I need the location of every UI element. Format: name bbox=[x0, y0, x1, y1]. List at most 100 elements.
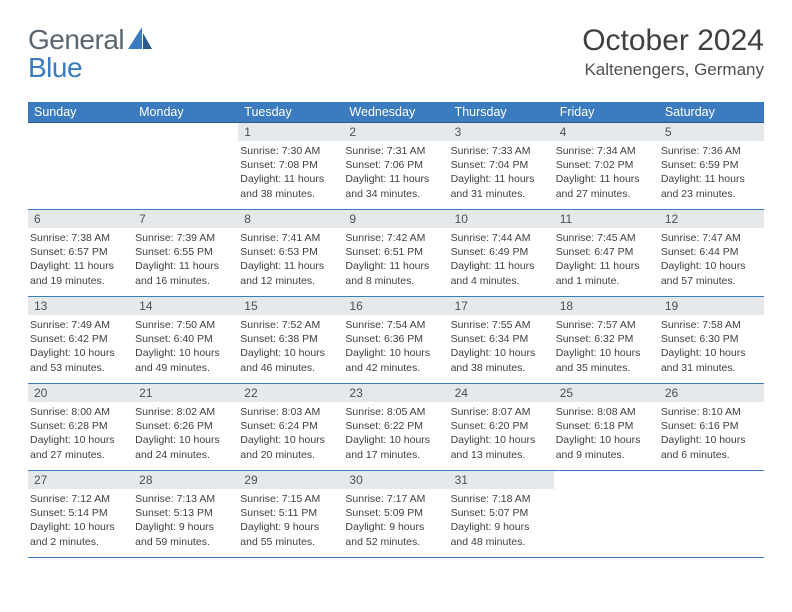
day-number: 15 bbox=[238, 297, 343, 315]
calendar-week-row: 6Sunrise: 7:38 AMSunset: 6:57 PMDaylight… bbox=[28, 210, 764, 297]
day-details: Sunrise: 8:08 AMSunset: 6:18 PMDaylight:… bbox=[554, 402, 659, 465]
calendar-day-cell: .. bbox=[133, 123, 238, 210]
calendar-day-cell: 23Sunrise: 8:05 AMSunset: 6:22 PMDayligh… bbox=[343, 384, 448, 471]
day-details: Sunrise: 7:50 AMSunset: 6:40 PMDaylight:… bbox=[133, 315, 238, 378]
day-details: Sunrise: 8:05 AMSunset: 6:22 PMDaylight:… bbox=[343, 402, 448, 465]
day-number: 28 bbox=[133, 471, 238, 489]
day-details: Sunrise: 7:44 AMSunset: 6:49 PMDaylight:… bbox=[449, 228, 554, 291]
day-details: Sunrise: 7:39 AMSunset: 6:55 PMDaylight:… bbox=[133, 228, 238, 291]
calendar-day-cell: 18Sunrise: 7:57 AMSunset: 6:32 PMDayligh… bbox=[554, 297, 659, 384]
day-number: 16 bbox=[343, 297, 448, 315]
day-details: Sunrise: 8:03 AMSunset: 6:24 PMDaylight:… bbox=[238, 402, 343, 465]
calendar-day-cell: 16Sunrise: 7:54 AMSunset: 6:36 PMDayligh… bbox=[343, 297, 448, 384]
day-details: Sunrise: 7:30 AMSunset: 7:08 PMDaylight:… bbox=[238, 141, 343, 204]
day-number: 31 bbox=[449, 471, 554, 489]
day-number: 5 bbox=[659, 123, 764, 141]
calendar-day-cell: 30Sunrise: 7:17 AMSunset: 5:09 PMDayligh… bbox=[343, 471, 448, 558]
calendar-week-row: 20Sunrise: 8:00 AMSunset: 6:28 PMDayligh… bbox=[28, 384, 764, 471]
calendar-day-cell: 7Sunrise: 7:39 AMSunset: 6:55 PMDaylight… bbox=[133, 210, 238, 297]
calendar-day-cell: 6Sunrise: 7:38 AMSunset: 6:57 PMDaylight… bbox=[28, 210, 133, 297]
calendar-day-cell: 17Sunrise: 7:55 AMSunset: 6:34 PMDayligh… bbox=[449, 297, 554, 384]
day-number: 8 bbox=[238, 210, 343, 228]
dayhead-thursday: Thursday bbox=[449, 102, 554, 123]
day-details: Sunrise: 8:10 AMSunset: 6:16 PMDaylight:… bbox=[659, 402, 764, 465]
calendar-day-cell: 19Sunrise: 7:58 AMSunset: 6:30 PMDayligh… bbox=[659, 297, 764, 384]
day-number: 6 bbox=[28, 210, 133, 228]
day-number: 30 bbox=[343, 471, 448, 489]
day-number: 11 bbox=[554, 210, 659, 228]
day-number: 19 bbox=[659, 297, 764, 315]
location-text: Kaltenengers, Germany bbox=[582, 60, 764, 80]
calendar-day-cell: 29Sunrise: 7:15 AMSunset: 5:11 PMDayligh… bbox=[238, 471, 343, 558]
day-details: Sunrise: 7:55 AMSunset: 6:34 PMDaylight:… bbox=[449, 315, 554, 378]
day-details: Sunrise: 7:45 AMSunset: 6:47 PMDaylight:… bbox=[554, 228, 659, 291]
day-number: 26 bbox=[659, 384, 764, 402]
brand-sail-icon bbox=[128, 24, 154, 56]
title-block: October 2024 Kaltenengers, Germany bbox=[582, 24, 764, 80]
day-number: 14 bbox=[133, 297, 238, 315]
day-details: Sunrise: 7:13 AMSunset: 5:13 PMDaylight:… bbox=[133, 489, 238, 552]
dayhead-monday: Monday bbox=[133, 102, 238, 123]
day-details: Sunrise: 7:52 AMSunset: 6:38 PMDaylight:… bbox=[238, 315, 343, 378]
calendar-week-row: ....1Sunrise: 7:30 AMSunset: 7:08 PMDayl… bbox=[28, 123, 764, 210]
calendar-week-row: 13Sunrise: 7:49 AMSunset: 6:42 PMDayligh… bbox=[28, 297, 764, 384]
calendar-week-row: 27Sunrise: 7:12 AMSunset: 5:14 PMDayligh… bbox=[28, 471, 764, 558]
day-number: 4 bbox=[554, 123, 659, 141]
dayhead-friday: Friday bbox=[554, 102, 659, 123]
calendar-day-cell: .. bbox=[28, 123, 133, 210]
dayhead-saturday: Saturday bbox=[659, 102, 764, 123]
day-number: 25 bbox=[554, 384, 659, 402]
day-details: Sunrise: 7:31 AMSunset: 7:06 PMDaylight:… bbox=[343, 141, 448, 204]
dayhead-wednesday: Wednesday bbox=[343, 102, 448, 123]
calendar-day-cell: 1Sunrise: 7:30 AMSunset: 7:08 PMDaylight… bbox=[238, 123, 343, 210]
day-details: Sunrise: 7:42 AMSunset: 6:51 PMDaylight:… bbox=[343, 228, 448, 291]
calendar-day-cell: 12Sunrise: 7:47 AMSunset: 6:44 PMDayligh… bbox=[659, 210, 764, 297]
calendar-day-cell: 13Sunrise: 7:49 AMSunset: 6:42 PMDayligh… bbox=[28, 297, 133, 384]
day-details: Sunrise: 7:49 AMSunset: 6:42 PMDaylight:… bbox=[28, 315, 133, 378]
calendar-day-cell: 20Sunrise: 8:00 AMSunset: 6:28 PMDayligh… bbox=[28, 384, 133, 471]
day-details: Sunrise: 7:54 AMSunset: 6:36 PMDaylight:… bbox=[343, 315, 448, 378]
day-number: 29 bbox=[238, 471, 343, 489]
calendar-day-cell: 31Sunrise: 7:18 AMSunset: 5:07 PMDayligh… bbox=[449, 471, 554, 558]
calendar-day-cell: 26Sunrise: 8:10 AMSunset: 6:16 PMDayligh… bbox=[659, 384, 764, 471]
calendar-table: Sunday Monday Tuesday Wednesday Thursday… bbox=[28, 102, 764, 558]
calendar-day-cell: 9Sunrise: 7:42 AMSunset: 6:51 PMDaylight… bbox=[343, 210, 448, 297]
day-number: 21 bbox=[133, 384, 238, 402]
calendar-day-cell: 24Sunrise: 8:07 AMSunset: 6:20 PMDayligh… bbox=[449, 384, 554, 471]
day-details: Sunrise: 7:36 AMSunset: 6:59 PMDaylight:… bbox=[659, 141, 764, 204]
calendar-day-cell: 28Sunrise: 7:13 AMSunset: 5:13 PMDayligh… bbox=[133, 471, 238, 558]
day-number: 23 bbox=[343, 384, 448, 402]
calendar-day-cell: 3Sunrise: 7:33 AMSunset: 7:04 PMDaylight… bbox=[449, 123, 554, 210]
day-number: 1 bbox=[238, 123, 343, 141]
day-header-row: Sunday Monday Tuesday Wednesday Thursday… bbox=[28, 102, 764, 123]
day-number: 22 bbox=[238, 384, 343, 402]
day-details: Sunrise: 7:38 AMSunset: 6:57 PMDaylight:… bbox=[28, 228, 133, 291]
calendar-day-cell: 5Sunrise: 7:36 AMSunset: 6:59 PMDaylight… bbox=[659, 123, 764, 210]
month-title: October 2024 bbox=[582, 24, 764, 58]
day-details: Sunrise: 7:41 AMSunset: 6:53 PMDaylight:… bbox=[238, 228, 343, 291]
calendar-day-cell: 10Sunrise: 7:44 AMSunset: 6:49 PMDayligh… bbox=[449, 210, 554, 297]
day-details: Sunrise: 8:02 AMSunset: 6:26 PMDaylight:… bbox=[133, 402, 238, 465]
day-number: 3 bbox=[449, 123, 554, 141]
dayhead-sunday: Sunday bbox=[28, 102, 133, 123]
calendar-day-cell: 4Sunrise: 7:34 AMSunset: 7:02 PMDaylight… bbox=[554, 123, 659, 210]
calendar-day-cell: 11Sunrise: 7:45 AMSunset: 6:47 PMDayligh… bbox=[554, 210, 659, 297]
dayhead-tuesday: Tuesday bbox=[238, 102, 343, 123]
day-details: Sunrise: 7:34 AMSunset: 7:02 PMDaylight:… bbox=[554, 141, 659, 204]
day-number: 17 bbox=[449, 297, 554, 315]
day-details: Sunrise: 7:15 AMSunset: 5:11 PMDaylight:… bbox=[238, 489, 343, 552]
day-details: Sunrise: 7:33 AMSunset: 7:04 PMDaylight:… bbox=[449, 141, 554, 204]
day-number: 18 bbox=[554, 297, 659, 315]
calendar-day-cell: 27Sunrise: 7:12 AMSunset: 5:14 PMDayligh… bbox=[28, 471, 133, 558]
day-details: Sunrise: 8:00 AMSunset: 6:28 PMDaylight:… bbox=[28, 402, 133, 465]
day-details: Sunrise: 7:12 AMSunset: 5:14 PMDaylight:… bbox=[28, 489, 133, 552]
calendar-day-cell: 14Sunrise: 7:50 AMSunset: 6:40 PMDayligh… bbox=[133, 297, 238, 384]
day-number: 12 bbox=[659, 210, 764, 228]
day-number: 9 bbox=[343, 210, 448, 228]
day-number: 20 bbox=[28, 384, 133, 402]
calendar-day-cell: 2Sunrise: 7:31 AMSunset: 7:06 PMDaylight… bbox=[343, 123, 448, 210]
day-details: Sunrise: 8:07 AMSunset: 6:20 PMDaylight:… bbox=[449, 402, 554, 465]
calendar-day-cell: 21Sunrise: 8:02 AMSunset: 6:26 PMDayligh… bbox=[133, 384, 238, 471]
day-number: 27 bbox=[28, 471, 133, 489]
calendar-day-cell: 22Sunrise: 8:03 AMSunset: 6:24 PMDayligh… bbox=[238, 384, 343, 471]
